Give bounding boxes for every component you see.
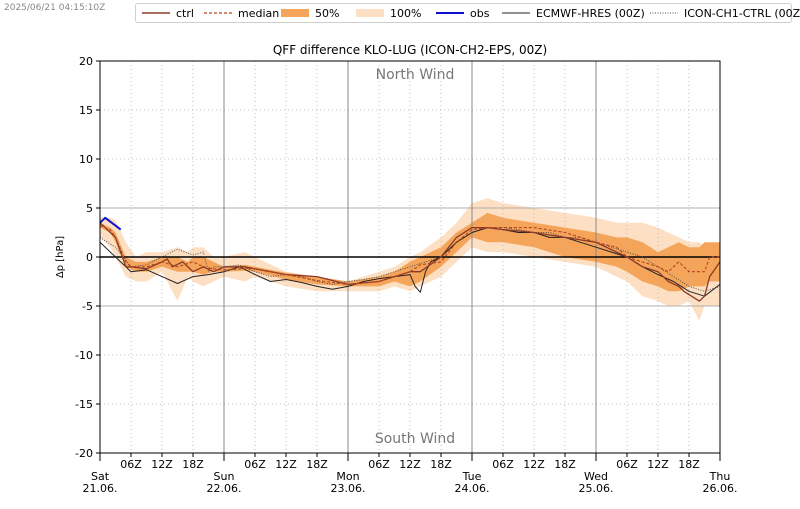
date-label: 21.06. [83, 482, 118, 495]
series-ich1-line [99, 227, 721, 292]
y-tick-label: -20 [75, 447, 93, 460]
x-tick-label: 18Z [306, 458, 328, 471]
date-label: 26.06. [703, 482, 738, 495]
legend-label-100: 100% [390, 6, 422, 20]
x-tick-label: 06Z [492, 458, 514, 471]
chart-title: QFF difference KLO-LUG (ICON-CH2-EPS, 00… [273, 43, 547, 57]
x-tick-label: 12Z [151, 458, 173, 471]
day-label: Thu [709, 470, 731, 483]
legend-label-icon-ch1: ICON-CH1-CTRL (00Z) [684, 6, 800, 20]
legend-label-ecmwf: ECMWF-HRES (00Z) [536, 6, 645, 20]
y-axis-label: Δp [hPa] [55, 236, 66, 278]
legend-item-obs[interactable]: obs [436, 4, 489, 22]
x-tick-label: 18Z [430, 458, 452, 471]
legend: ctrl median 50% 100% obs ECMWF-HRES (00Z… [135, 3, 800, 23]
y-tick-label: 5 [86, 202, 93, 215]
day-label: Sat [91, 470, 110, 483]
x-tick-label: 06Z [244, 458, 266, 471]
y-tick-label: 20 [79, 55, 93, 68]
series-ecmwf-line [99, 227, 721, 297]
legend-label-median: median [238, 6, 280, 20]
series-median-line [99, 225, 720, 285]
date-label: 23.06. [331, 482, 366, 495]
x-tick-label: 18Z [554, 458, 576, 471]
date-label: 25.06. [579, 482, 614, 495]
timestamp: 2025/06/21 04:15:10Z [4, 3, 106, 13]
legend-label-obs: obs [470, 6, 490, 20]
day-label: Mon [336, 470, 359, 483]
x-tick-label: 12Z [275, 458, 297, 471]
north-wind-label: North Wind [376, 67, 455, 83]
y-tick-label: 10 [79, 153, 93, 166]
legend-item-ctrl[interactable]: ctrl [142, 4, 194, 22]
x-tick-label: 06Z [616, 458, 638, 471]
x-tick-label: 12Z [399, 458, 421, 471]
x-tick-label: 18Z [678, 458, 700, 471]
legend-label-ctrl: ctrl [176, 6, 194, 20]
legend-item-100[interactable]: 100% [356, 4, 421, 22]
legend-item-ecmwf[interactable]: ECMWF-HRES (00Z) [502, 4, 645, 22]
legend-label-50: 50% [315, 6, 340, 20]
x-tick-label: 06Z [368, 458, 390, 471]
x-tick-label: 12Z [647, 458, 669, 471]
obs-swatch-icon [436, 12, 464, 14]
ctrl-swatch-icon [142, 12, 170, 14]
day-label: Tue [462, 470, 482, 483]
p50-swatch-icon [281, 9, 309, 17]
south-wind-label: South Wind [375, 431, 455, 447]
legend-item-icon-ch1[interactable]: ICON-CH1-CTRL (00Z) [650, 4, 800, 22]
y-tick-label: 15 [79, 104, 93, 117]
date-label: 24.06. [455, 482, 490, 495]
x-tick-label: 12Z [523, 458, 545, 471]
x-tick-label: 06Z [120, 458, 142, 471]
day-label: Wed [584, 470, 608, 483]
ecmwf-swatch-icon [502, 12, 530, 14]
date-label: 22.06. [207, 482, 242, 495]
y-tick-label: 0 [86, 251, 93, 264]
icon-ch1-swatch-icon [650, 12, 678, 14]
x-tick-label: 18Z [182, 458, 204, 471]
series-obs-line [99, 216, 122, 231]
day-label: Sun [214, 470, 235, 483]
p100-swatch-icon [356, 9, 384, 17]
legend-item-median[interactable]: median [204, 4, 279, 22]
y-tick-label: -5 [82, 300, 93, 313]
y-tick-label: -10 [75, 349, 93, 362]
y-tick-label: -15 [75, 398, 93, 411]
legend-item-50[interactable]: 50% [281, 4, 339, 22]
